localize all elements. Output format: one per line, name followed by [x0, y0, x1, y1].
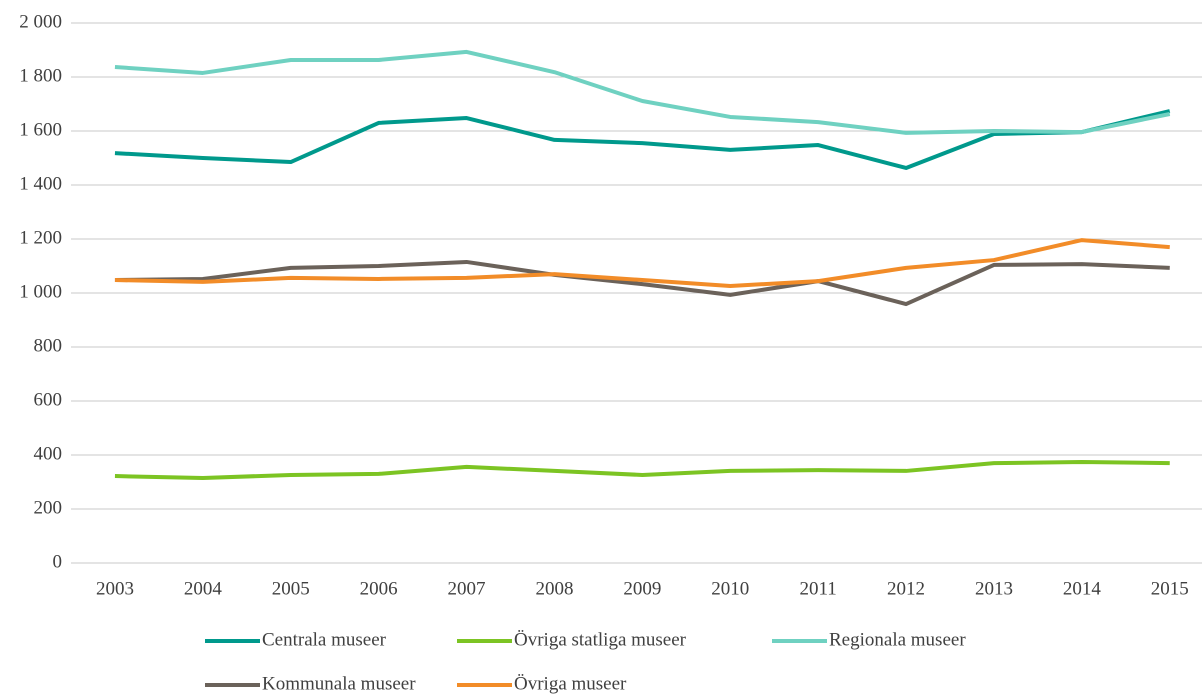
- series-line: [114, 460, 1170, 480]
- series-line: [114, 109, 1171, 170]
- x-tick-label: 2011: [800, 578, 837, 599]
- y-tick-label: 1 400: [19, 173, 62, 194]
- x-tick-label: 2006: [360, 578, 398, 599]
- x-tick-label: 2015: [1151, 578, 1189, 599]
- x-tick-label: 2005: [272, 578, 310, 599]
- series-line: [114, 49, 1171, 135]
- legend-label: Kommunala museer: [262, 673, 416, 694]
- x-tick-label: 2012: [887, 578, 925, 599]
- series-line: [114, 238, 1170, 288]
- x-tick-label: 2014: [1063, 578, 1102, 599]
- y-tick-label: 600: [34, 389, 63, 410]
- x-tick-label: 2009: [623, 578, 661, 599]
- x-tick-label: 2004: [184, 578, 223, 599]
- legend-label: Regionala museer: [829, 629, 966, 650]
- y-tick-label: 1 600: [19, 119, 62, 140]
- x-tick-label: 2010: [711, 578, 749, 599]
- y-tick-label: 200: [34, 497, 63, 518]
- x-tick-label: 2013: [975, 578, 1013, 599]
- x-tick-label: 2003: [96, 578, 134, 599]
- y-tick-label: 1 800: [19, 65, 62, 86]
- y-tick-label: 800: [34, 335, 63, 356]
- y-tick-label: 2 000: [19, 11, 62, 32]
- x-tick-label: 2008: [535, 578, 573, 599]
- y-tick-label: 400: [34, 443, 63, 464]
- x-tick-label: 2007: [448, 578, 486, 599]
- y-tick-label: 1 200: [19, 227, 62, 248]
- legend-label: Övriga museer: [514, 673, 627, 694]
- series-line: [114, 259, 1170, 307]
- legend-label: Övriga statliga museer: [514, 629, 687, 650]
- legend-label: Centrala museer: [262, 629, 387, 650]
- y-tick-label: 0: [53, 551, 63, 572]
- y-tick-label: 1 000: [19, 281, 62, 302]
